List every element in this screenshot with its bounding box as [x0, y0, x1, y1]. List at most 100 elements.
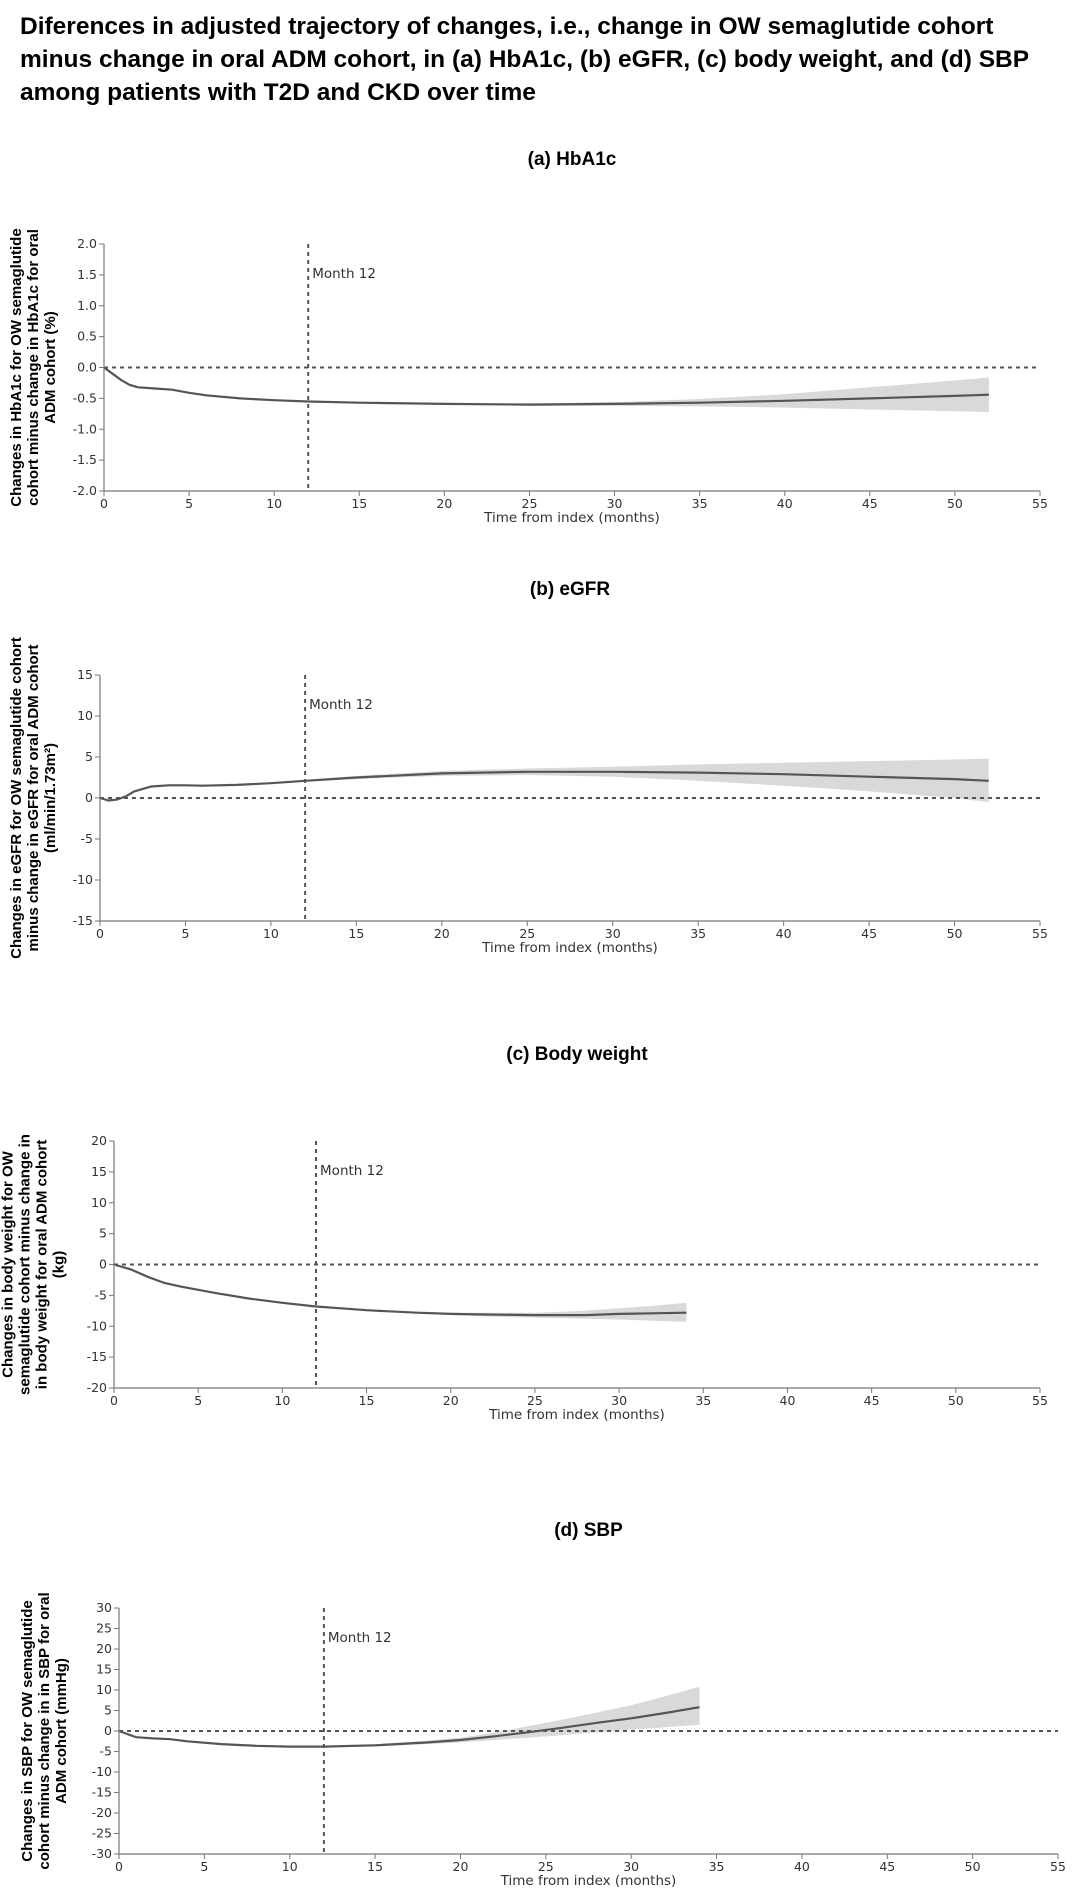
chart-c-x-tick-label: 0 [110, 1393, 118, 1408]
chart-d-confidence-band [119, 1686, 700, 1748]
chart-d-estimate-line [118, 1706, 700, 1748]
chart-a-x-tick-label: 5 [185, 496, 193, 511]
chart-c-x-tick-label: 55 [1032, 1393, 1048, 1408]
chart-c-x-tick-label: 50 [948, 1393, 964, 1408]
chart-a-y-tick-label: 1.0 [77, 298, 97, 313]
chart-a-y-tick-label: 2.0 [77, 236, 97, 251]
chart-d-x-tick-label: 30 [623, 1859, 639, 1874]
chart-a-y-tick-label: -2.0 [73, 483, 97, 498]
chart-c-x-tick-label: 45 [864, 1393, 880, 1408]
chart-d-x-tick-label: 45 [879, 1859, 895, 1874]
chart-d-y-tick-label: 5 [104, 1703, 112, 1718]
chart-c-x-tick-label: 10 [274, 1393, 290, 1408]
chart-c-y-tick-label: -5 [95, 1287, 107, 1302]
chart-b-title: (b) eGFR [530, 579, 610, 600]
chart-b-y-tick-label: -5 [81, 831, 93, 846]
chart-b-y-tick-label: 5 [85, 749, 93, 764]
chart-b-estimate-line [99, 770, 989, 802]
chart-a-estimate-line [103, 366, 989, 406]
chart-b-x-tick-label: 0 [96, 926, 104, 941]
chart-b-y-axis-label-line: (ml/min/1.73m²) [42, 743, 59, 853]
chart-d-y-tick-label: -10 [92, 1764, 112, 1779]
chart-c-y-tick-label: 10 [91, 1195, 107, 1210]
chart-b-x-tick-label: 5 [181, 926, 189, 941]
chart-c-y-axis-label: Changes in body weight for OWsemaglutide… [0, 1134, 68, 1395]
chart-b-x-tick-label: 50 [947, 926, 963, 941]
chart-b-month12-label: Month 12 [309, 697, 373, 713]
chart-c-x-tick-label: 20 [443, 1393, 459, 1408]
chart-d-y-tick-label: -30 [92, 1846, 112, 1861]
chart-a-y-tick-label: -0.5 [73, 390, 97, 405]
chart-d-x-axis-label: Time from index (months) [500, 1873, 677, 1889]
chart-a-y-tick-label: 0.5 [77, 329, 97, 344]
chart-a-x-axis-label: Time from index (months) [483, 510, 660, 526]
chart-b-x-tick-label: 40 [776, 926, 792, 941]
chart-c-y-tick-label: 0 [99, 1257, 107, 1272]
chart-b-x-tick-label: 25 [519, 926, 535, 941]
chart-d-x-tick-label: 35 [709, 1859, 725, 1874]
chart-c-x-tick-label: 25 [527, 1393, 543, 1408]
chart-a-title: (a) HbA1c [528, 149, 617, 170]
chart-b-y-tick-label: 0 [85, 790, 93, 805]
chart-b-y-tick-label: -10 [73, 872, 93, 887]
chart-c-estimate-line [113, 1263, 687, 1317]
chart-a-x-tick-label: 45 [862, 496, 878, 511]
chart-b-y-tick-label: 15 [77, 667, 93, 682]
chart-c-y-axis-label-line: in body weight for oral ADM cohort [34, 1140, 51, 1389]
chart-b-confidence-band [100, 758, 989, 803]
chart-c-confidence-band [114, 1264, 687, 1322]
chart-c-y-tick-label: -15 [87, 1349, 107, 1364]
chart-a-y-axis-label-line: ADM cohort (%) [42, 311, 59, 424]
chart-d-y-tick-label: 15 [96, 1662, 112, 1677]
chart-a-x-tick-label: 30 [607, 496, 623, 511]
chart-b-x-tick-label: 30 [605, 926, 621, 941]
chart-c-month12-label: Month 12 [320, 1163, 384, 1179]
chart-a-y-tick-label: -1.0 [73, 421, 97, 436]
chart-d-x-tick-label: 10 [282, 1859, 298, 1874]
chart-c-y-tick-label: 5 [99, 1226, 107, 1241]
chart-d-y-tick-label: -25 [92, 1826, 112, 1841]
chart-a-y-tick-label: 1.5 [77, 267, 97, 282]
chart-d-x-tick-label: 40 [794, 1859, 810, 1874]
chart-d-y-axis-label-line: cohort minus change in in SBP for oral [36, 1592, 53, 1869]
chart-b-y-tick-label: -15 [73, 913, 93, 928]
chart-d-x-tick-label: 20 [453, 1859, 469, 1874]
chart-d-title: (d) SBP [554, 1520, 623, 1541]
chart-c-y-tick-label: 15 [91, 1164, 107, 1179]
chart-d-x-tick-label: 55 [1050, 1859, 1066, 1874]
chart-c-y-axis-label-line: (kg) [51, 1251, 68, 1279]
chart-b-y-axis-label-line: Changes in eGFR for OW semaglutide cohor… [8, 637, 25, 959]
chart-d-x-tick-label: 0 [115, 1859, 123, 1874]
chart-d-x-tick-label: 50 [965, 1859, 981, 1874]
chart-c-y-axis-label-line: semaglutide cohort minus change in [17, 1134, 34, 1395]
figure-title: Diferences in adjusted trajectory of cha… [20, 13, 1029, 106]
chart-d-y-axis-label-line: Changes in SBP for OW semaglutide [19, 1600, 36, 1861]
chart-b-x-tick-label: 15 [348, 926, 364, 941]
chart-d-y-axis-label: Changes in SBP for OW semaglutidecohort … [19, 1592, 70, 1869]
chart-c-x-axis-label: Time from index (months) [488, 1407, 665, 1423]
chart-c-y-tick-label: 20 [91, 1133, 107, 1148]
chart-d-y-tick-label: 20 [96, 1641, 112, 1656]
chart-d-y-tick-label: -20 [92, 1805, 112, 1820]
chart-d-y-tick-label: 10 [96, 1682, 112, 1697]
chart-d-y-tick-label: -5 [100, 1744, 112, 1759]
chart-a-x-tick-label: 10 [266, 496, 282, 511]
chart-c-x-tick-label: 30 [611, 1393, 627, 1408]
chart-a-y-axis-label: Changes in HbA1c for OW semaglutidecohor… [8, 228, 59, 506]
chart-c-x-tick-label: 35 [695, 1393, 711, 1408]
chart-b-x-tick-label: 10 [263, 926, 279, 941]
chart-b-y-axis-label: Changes in eGFR for OW semaglutide cohor… [8, 637, 59, 959]
chart-c-title: (c) Body weight [506, 1044, 648, 1065]
chart-d-y-tick-label: 0 [104, 1723, 112, 1738]
chart-a-y-axis-label-line: cohort minus change in HbA1c for oral [25, 229, 42, 506]
chart-d-y-axis-label-line: ADM cohort (mmHg) [53, 1658, 70, 1804]
chart-a-y-tick-label: 0.0 [77, 360, 97, 375]
chart-c-y-axis-label-line: Changes in body weight for OW [0, 1150, 17, 1378]
chart-a-x-tick-label: 15 [351, 496, 367, 511]
chart-b-x-axis-label: Time from index (months) [481, 940, 658, 956]
chart-a-x-tick-label: 0 [100, 496, 108, 511]
chart-a-y-tick-label: -1.5 [73, 452, 97, 467]
chart-a-month12-label: Month 12 [312, 266, 376, 282]
chart-d-x-tick-label: 5 [200, 1859, 208, 1874]
